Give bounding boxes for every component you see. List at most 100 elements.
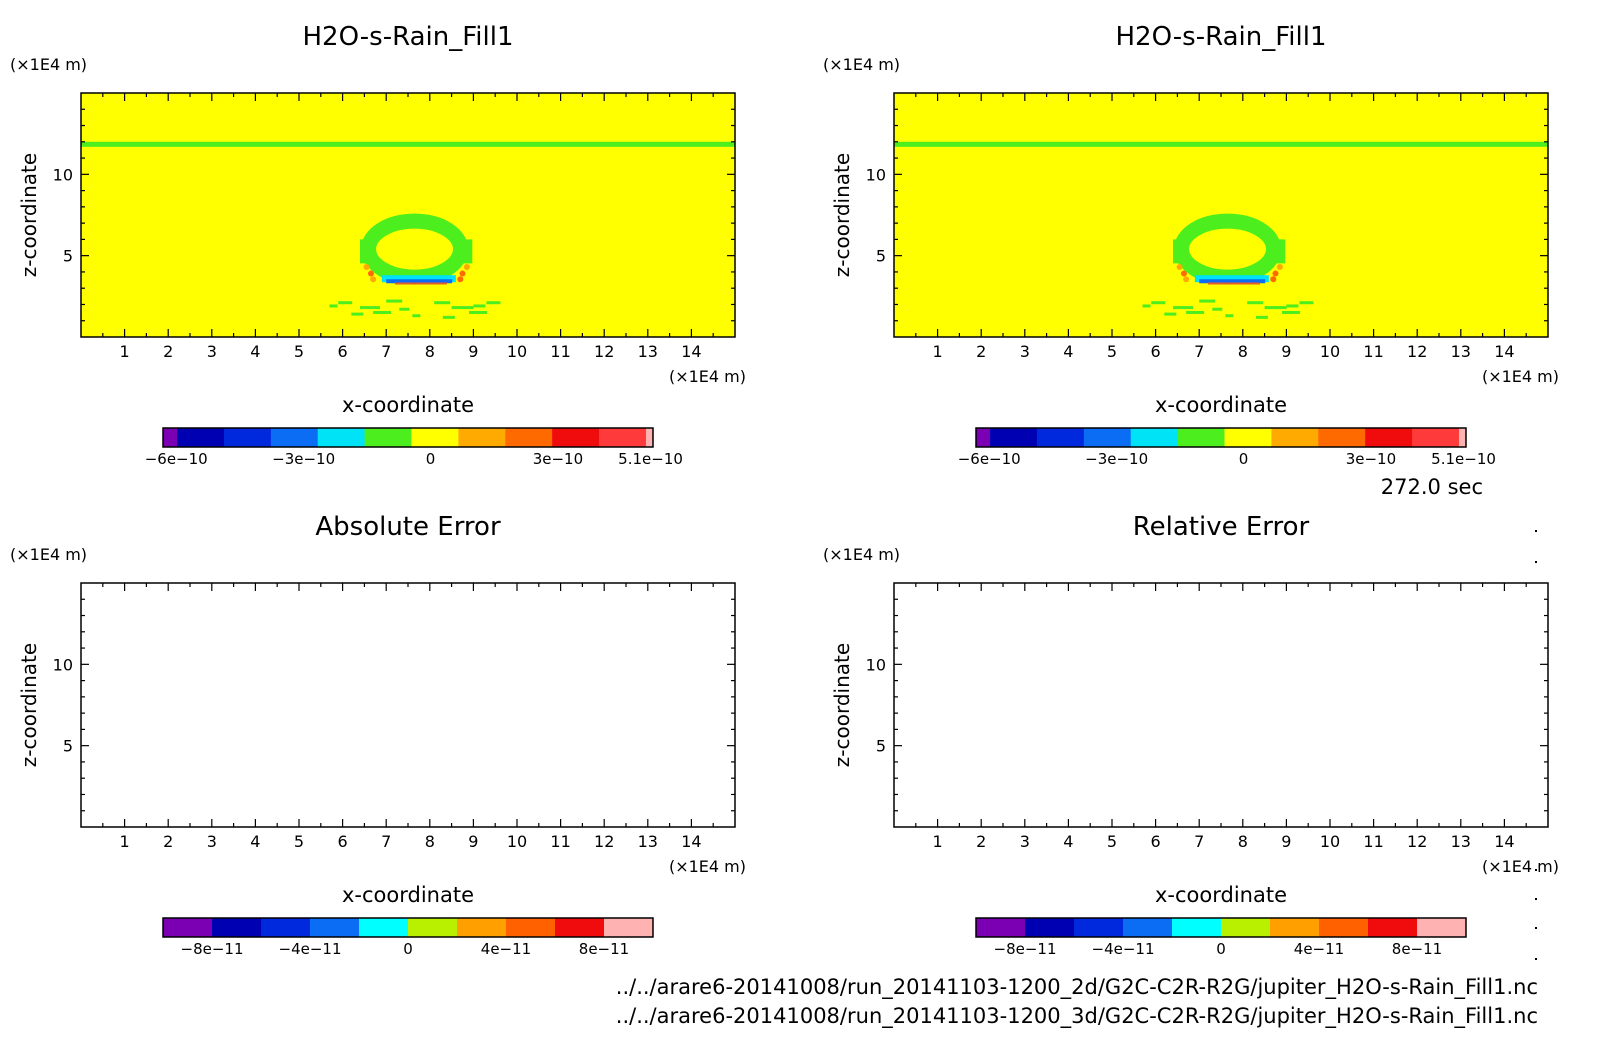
colorbar-tick-label: −8e−11 (994, 940, 1057, 958)
x-tick-label: 11 (1363, 342, 1383, 361)
chart-title: Absolute Error (315, 512, 501, 542)
tropopause-band (81, 141, 735, 147)
x-tick-label: 3 (207, 832, 217, 851)
y-axis-label: z-coordinate (830, 643, 854, 767)
colorbar-tick-label: −3e−10 (1085, 450, 1148, 468)
edge-dot (457, 276, 464, 283)
colorbar-frame (162, 427, 654, 448)
colorbar-segment (1025, 918, 1075, 937)
x-tick-label: 9 (468, 342, 478, 361)
y-tick-label: 10 (866, 165, 886, 184)
colorbar-tick-label: 0 (426, 450, 436, 468)
colorbar-segment (261, 918, 311, 937)
x-tick-label: 7 (1194, 342, 1204, 361)
x-tick-label: 9 (1281, 342, 1291, 361)
rain-streak (1282, 310, 1301, 314)
x-tick-label: 2 (163, 342, 173, 361)
x-tick-label: 8 (425, 832, 435, 851)
rain-streak (1299, 301, 1314, 305)
x-tick-label: 6 (338, 832, 348, 851)
x-unit-label: (×1E4 m) (669, 857, 746, 876)
colorbar-frame (162, 917, 654, 938)
y-unit-label: (×1E4 m) (823, 55, 900, 74)
colorbar-segment (506, 918, 556, 937)
colorbar-segment (1074, 918, 1124, 937)
x-tick-label: 11 (550, 342, 570, 361)
rain-streak (1255, 315, 1268, 319)
rain-streak (1247, 301, 1264, 305)
file-path-1: ../../arare6-20141008/run_20141103-1200_… (616, 975, 1538, 1000)
y-tick-label: 5 (876, 737, 886, 756)
rain-streak (1151, 301, 1166, 305)
colorbar-segment (604, 918, 654, 937)
colorbar-segment (364, 428, 413, 447)
x-tick-label: 5 (294, 832, 304, 851)
cloud-base-cyan (1194, 275, 1269, 283)
x-tick-label: 13 (1451, 342, 1471, 361)
x-unit-label: (×1E4 m) (669, 367, 746, 386)
rain-streak (386, 299, 403, 303)
x-axis-label: x-coordinate (1155, 883, 1287, 907)
edge-dot (1272, 270, 1279, 277)
chart-title: H2O-s-Rain_Fill1 (303, 22, 514, 52)
y-tick-label: 5 (63, 247, 73, 266)
edge-dot (1176, 264, 1183, 271)
x-tick-label: 8 (425, 342, 435, 361)
colorbar-segment (458, 428, 506, 447)
x-tick-label: 3 (207, 342, 217, 361)
chart-panel-bottom-left: Absolute Error (×1E4 m) (×1E4 m) x-coordina… (10, 512, 746, 958)
x-tick-label: 9 (468, 832, 478, 851)
colorbar-segment (1412, 428, 1460, 447)
x-tick-label: 1 (933, 832, 943, 851)
colorbar-segment (411, 428, 459, 447)
colorbar-segment (599, 428, 647, 447)
cloud-base-red (394, 282, 447, 285)
x-tick-label: 6 (1151, 342, 1161, 361)
colorbar-tick-label: −8e−11 (181, 940, 244, 958)
x-tick-label: 12 (1407, 832, 1427, 851)
colorbar-segment (505, 428, 553, 447)
colorbar-segment (317, 428, 366, 447)
colorbar-frame (975, 427, 1467, 448)
y-tick-label: 5 (63, 737, 73, 756)
colorbar-tick-label: 0 (1216, 940, 1226, 958)
x-tick-label: 7 (1194, 832, 1204, 851)
y-axis-label: z-coordinate (17, 153, 41, 277)
rain-streak (373, 310, 392, 314)
x-tick-label: 1 (120, 342, 130, 361)
x-tick-label: 8 (1238, 342, 1248, 361)
edge-dot (459, 270, 466, 277)
cloud-left-lobe (360, 239, 373, 264)
rain-streak (1186, 310, 1205, 314)
colorbar-tick-label: 8e−11 (579, 940, 629, 958)
rain-streak (1212, 307, 1223, 311)
colorbar-segment (1036, 428, 1085, 447)
rain-streak (329, 304, 338, 308)
colorbar-tick-label: −6e−10 (958, 450, 1021, 468)
x-tick-label: 14 (681, 342, 701, 361)
cloud-base-blue (1199, 279, 1266, 284)
chart-panel-top-right: H2O-s-Rain_Fill1 (×1E4 m) (×1E4 m) x-coordi… (823, 22, 1559, 468)
colorbar-segment (976, 918, 1026, 937)
edge-dot (1183, 276, 1190, 283)
cloud-right-lobe (1273, 239, 1286, 264)
y-axis-label: z-coordinate (830, 153, 854, 277)
rain-streak (399, 307, 410, 311)
edge-dot (463, 264, 470, 271)
rain-streak (351, 312, 364, 316)
x-tick-label: 4 (1063, 832, 1073, 851)
colorbar-segment (1271, 428, 1319, 447)
chart-panel-top-left: H2O-s-Rain_Fill1 (×1E4 m) (×1E4 m) x-coordi… (10, 22, 746, 468)
colorbar-tick-label: 5.1e−10 (1431, 450, 1496, 468)
x-tick-label: 11 (550, 832, 570, 851)
plot-area (81, 583, 735, 827)
x-tick-label: 10 (1320, 832, 1340, 851)
rain-streak (469, 310, 488, 314)
x-tick-label: 5 (1107, 342, 1117, 361)
colorbar-segment (1365, 428, 1413, 447)
colorbar-tick-label: 3e−10 (1346, 450, 1396, 468)
edge-dot (1276, 264, 1283, 271)
x-tick-label: 10 (507, 832, 527, 851)
colorbar-tick-label: 3e−10 (533, 450, 583, 468)
y-unit-label: (×1E4 m) (823, 545, 900, 564)
